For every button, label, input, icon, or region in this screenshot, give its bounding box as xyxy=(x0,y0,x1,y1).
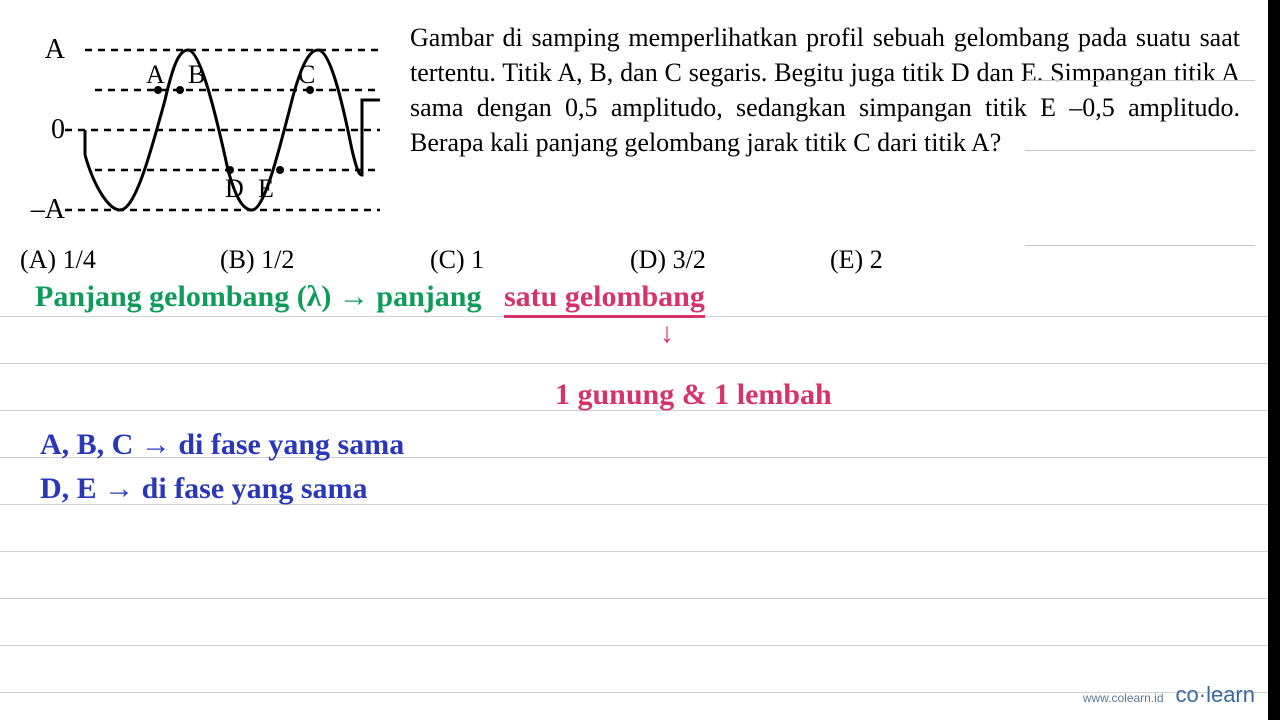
footer: www.colearn.id co·learn xyxy=(1083,682,1255,708)
note-green-1: Panjang gelombang (λ) → panjang xyxy=(35,280,481,313)
wave-svg: A 0 –A A B C D E xyxy=(20,20,390,230)
wave-point-B: B xyxy=(188,60,205,89)
lined-paper: Panjang gelombang (λ) → panjang satu gel… xyxy=(0,270,1280,720)
footer-logo: co·learn xyxy=(1176,682,1255,708)
axis-label-0: 0 xyxy=(51,114,65,145)
wave-point-C: C xyxy=(298,60,315,89)
footer-url: www.colearn.id xyxy=(1083,691,1164,705)
question-area: A 0 –A A B C D E Gambar di samping mempe… xyxy=(0,0,1280,245)
axis-label-A: A xyxy=(45,34,66,65)
wave-point-D: D xyxy=(225,174,244,203)
wave-point-A: A xyxy=(146,60,165,89)
arrow-down-icon: ↓ xyxy=(660,318,674,350)
decor-line-1 xyxy=(1025,80,1255,81)
decor-line-3 xyxy=(1025,245,1255,246)
axis-label-minusA: –A xyxy=(30,194,66,225)
wave-point-E: E xyxy=(258,174,274,203)
decor-line-2 xyxy=(1025,150,1255,151)
right-black-bar xyxy=(1268,0,1280,720)
note-line-1: Panjang gelombang (λ) → panjang satu gel… xyxy=(35,280,705,314)
wave-diagram: A 0 –A A B C D E xyxy=(20,20,380,235)
note-line-2: 1 gunung & 1 lembah xyxy=(555,378,832,412)
note-line-3: A, B, C → di fase yang sama xyxy=(40,428,404,462)
question-text-content: Gambar di samping memperlihatkan profil … xyxy=(410,23,1240,157)
question-paragraph: Gambar di samping memperlihatkan profil … xyxy=(410,20,1240,235)
note-line-4: D, E → di fase yang sama xyxy=(40,472,368,506)
note-pink-1: satu gelombang xyxy=(504,280,705,318)
